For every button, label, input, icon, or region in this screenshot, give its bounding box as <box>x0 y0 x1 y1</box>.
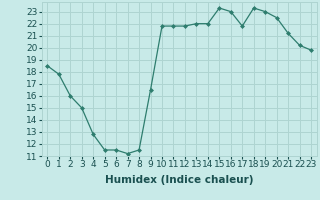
X-axis label: Humidex (Indice chaleur): Humidex (Indice chaleur) <box>105 175 253 185</box>
